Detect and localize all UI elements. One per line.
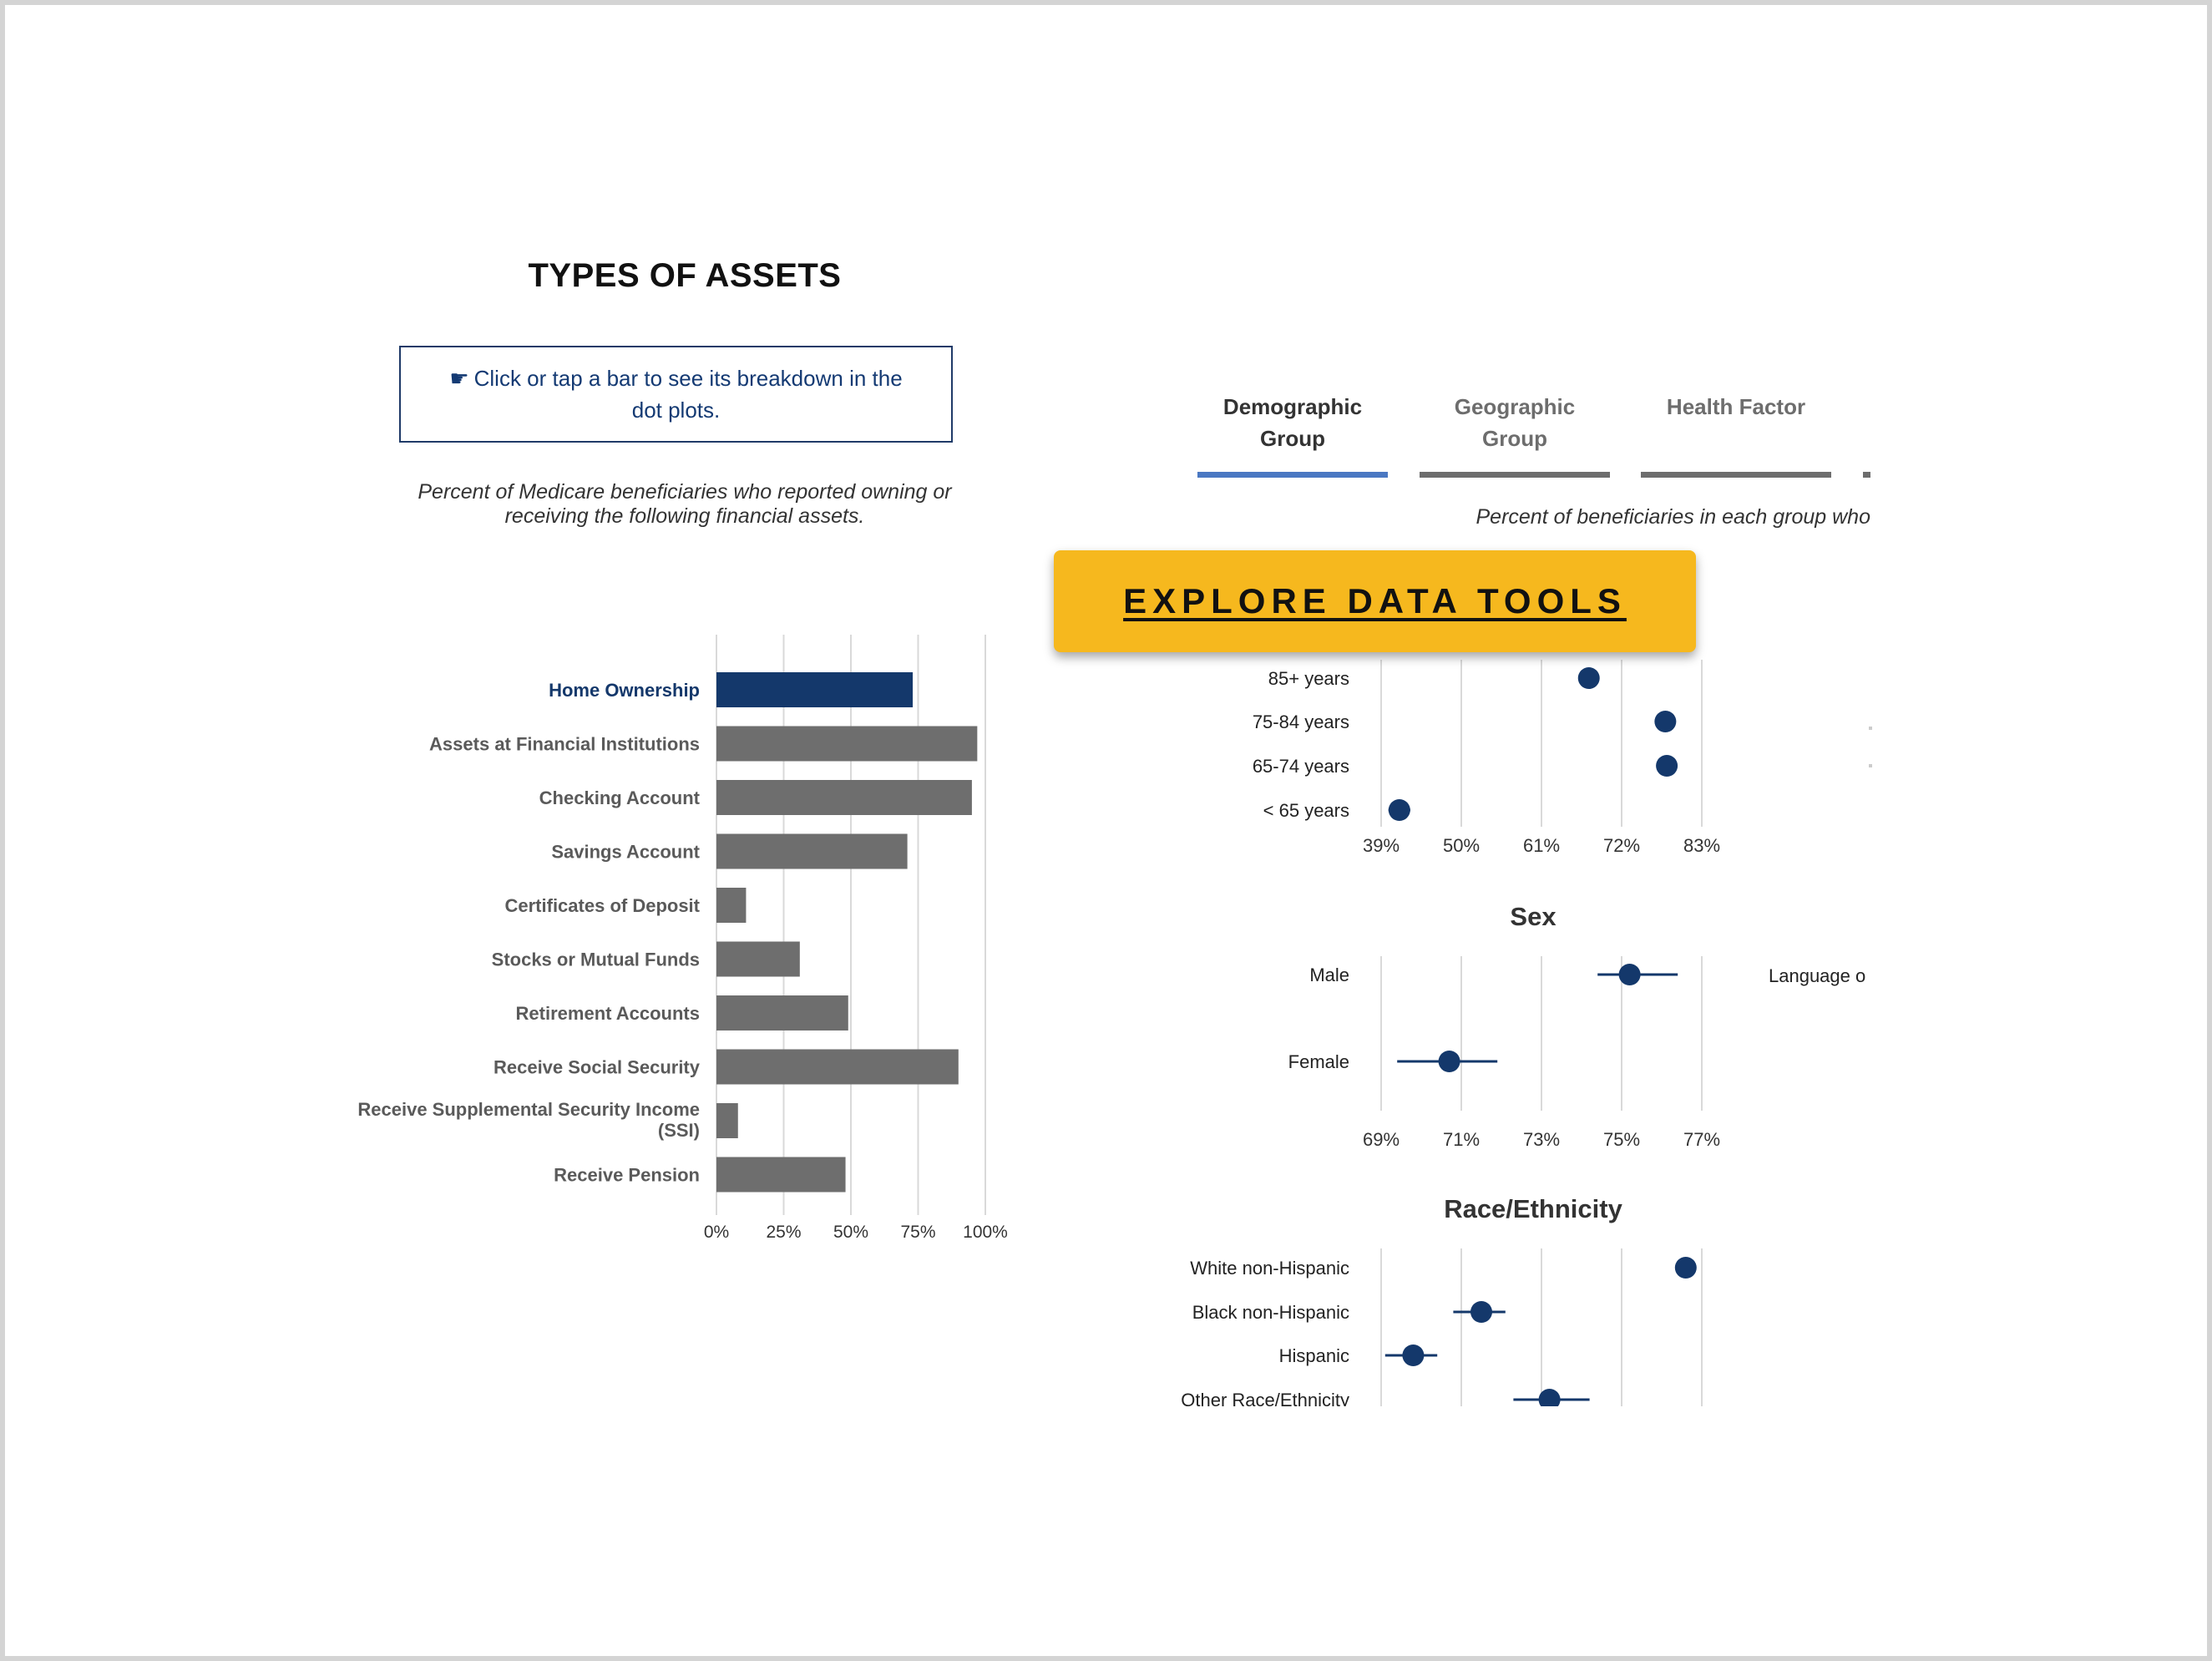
tab-underline-geographic [1420, 472, 1610, 478]
sex-section-title: Sex [1510, 902, 1556, 931]
instruction-box: ☛ Click or tap a bar to see its breakdown… [399, 346, 953, 443]
bar-label-savings-account: Savings Account [551, 842, 700, 863]
page-title: TYPES OF ASSETS [528, 257, 842, 294]
dot-x-tick-2-2: 73% [1523, 1129, 1560, 1150]
dot-label-65-74-years: 65-74 years [1253, 756, 1349, 777]
tab-geographic-group[interactable]: Geographic Group [1454, 394, 1576, 451]
cropped-plot-mark [1869, 727, 1872, 730]
bar-x-tick-0: 0% [704, 1223, 729, 1242]
dot-x-tick-1-0: 39% [1363, 835, 1400, 856]
point-other-race-ethnicity[interactable] [1538, 1389, 1561, 1410]
dot-label-75-84-years: 75-84 years [1253, 711, 1349, 732]
dot-label-65-years: < 65 years [1263, 800, 1349, 821]
dot-label-white-non-hispanic: White non-Hispanic [1190, 1258, 1349, 1279]
tab-underline-active [1197, 472, 1388, 478]
dot-x-tick-1-3: 72% [1603, 835, 1640, 856]
crop-mask [1152, 1406, 1904, 1431]
tab-underline-health [1641, 472, 1831, 478]
bar-label-retirement-accounts: Retirement Accounts [516, 1003, 700, 1024]
bar-label-receive-social-security: Receive Social Security [494, 1057, 701, 1078]
language-group-label-cut: Language o [1769, 965, 1866, 986]
bar-label-checking-account: Checking Account [539, 787, 701, 808]
cropped-plot-mark [1869, 764, 1872, 767]
tab-demographic-group[interactable]: Demographic Group [1222, 394, 1363, 451]
dot-x-tick-1-2: 61% [1523, 835, 1560, 856]
bar-checking-account[interactable] [716, 780, 972, 815]
point-hispanic[interactable] [1402, 1344, 1425, 1366]
point-female[interactable] [1438, 1051, 1460, 1072]
race-section-title: Race/Ethnicity [1444, 1194, 1622, 1223]
bar-chart-subtitle: Percent of Medicare beneficiaries who re… [418, 480, 952, 528]
bar-label-certificates-of-deposit: Certificates of Deposit [505, 895, 701, 916]
explore-data-tools-button[interactable]: EXPLORE DATA TOOLS [1054, 550, 1696, 652]
point-75-84-years[interactable] [1654, 711, 1677, 732]
point-male[interactable] [1618, 964, 1641, 985]
dot-x-tick-2-4: 77% [1683, 1129, 1720, 1150]
bar-savings-account[interactable] [716, 833, 908, 869]
point-65-years[interactable] [1388, 799, 1410, 821]
dot-plot-subtitle: Percent of beneficiaries in each group w… [1476, 505, 1870, 529]
point-black-non-hispanic[interactable] [1470, 1301, 1492, 1323]
dot-x-tick-1-1: 50% [1443, 835, 1480, 856]
explore-data-tools-label: EXPLORE DATA TOOLS [1123, 581, 1627, 620]
dot-label-female: Female [1288, 1051, 1349, 1072]
bar-x-tick-2: 50% [833, 1223, 868, 1242]
bar-label-receive-pension: Receive Pension [554, 1165, 700, 1186]
bar-label-assets-at-financial-institutions: Assets at Financial Institutions [429, 734, 700, 755]
point-65-74-years[interactable] [1656, 755, 1678, 777]
instruction-text: Click or tap a bar to see its breakdown … [473, 366, 903, 423]
bar-retirement-accounts[interactable] [716, 995, 848, 1031]
bar-receive-pension[interactable] [716, 1157, 846, 1193]
bar-home-ownership[interactable] [716, 672, 914, 707]
bar-x-tick-4: 100% [963, 1223, 1008, 1242]
bar-receive-supplemental-security-income-ssi[interactable] [716, 1103, 738, 1138]
dot-label-85-years: 85+ years [1268, 668, 1349, 689]
bar-x-tick-3: 75% [900, 1223, 935, 1242]
dot-label-black-non-hispanic: Black non-Hispanic [1192, 1302, 1349, 1323]
tab-health-factor[interactable]: Health Factor [1666, 394, 1806, 419]
dot-x-tick-2-3: 75% [1603, 1129, 1640, 1150]
dot-x-tick-1-4: 83% [1683, 835, 1720, 856]
tab-underline-more [1863, 472, 1870, 478]
point-white-non-hispanic[interactable] [1674, 1257, 1697, 1279]
point-85-years[interactable] [1577, 667, 1600, 689]
dot-label-hispanic: Hispanic [1279, 1345, 1349, 1366]
bar-x-tick-1: 25% [766, 1223, 801, 1242]
bar-certificates-of-deposit[interactable] [716, 888, 747, 923]
bar-receive-social-security[interactable] [716, 1049, 959, 1085]
dot-x-tick-2-1: 71% [1443, 1129, 1480, 1150]
pointer-click-icon: ☛ [449, 366, 469, 391]
bar-label-receive-supplemental-security-income-ssi: Receive Supplemental Security Income (SSI… [357, 1099, 700, 1141]
bar-label-home-ownership: Home Ownership [549, 680, 700, 701]
bar-stocks-or-mutual-funds[interactable] [716, 941, 800, 977]
dot-label-male: Male [1309, 965, 1349, 985]
bar-label-stocks-or-mutual-funds: Stocks or Mutual Funds [492, 950, 700, 970]
bar-assets-at-financial-institutions[interactable] [716, 726, 978, 762]
dot-x-tick-2-0: 69% [1363, 1129, 1400, 1150]
